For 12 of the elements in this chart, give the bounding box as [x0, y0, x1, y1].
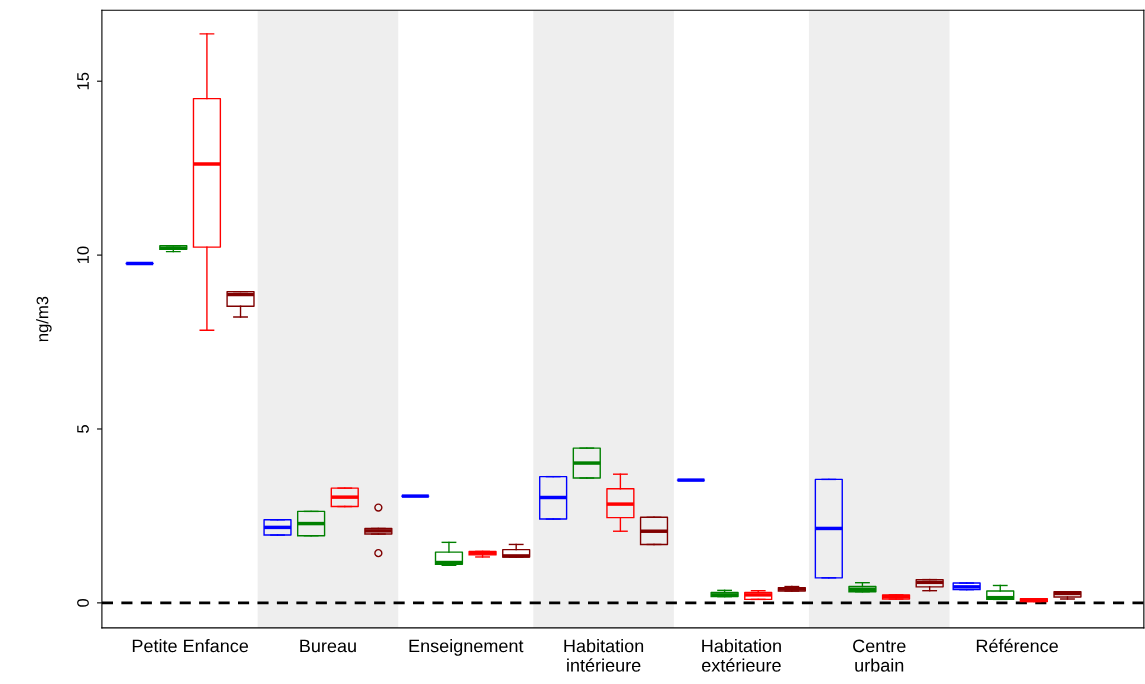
x-tick-label: Petite Enfance [132, 639, 249, 653]
x-tick-label: Centre urbain [853, 639, 906, 672]
x-tick-label: Bureau [300, 639, 356, 653]
x-tick-label: Référence [976, 638, 1058, 653]
x-tick-label: Habitation intérieure [564, 639, 644, 672]
x-tick-label: Enseignement [409, 639, 524, 656]
y-tick-label: 15 [77, 72, 89, 90]
y-axis-title: ng/m3 [36, 296, 52, 342]
x-tick-label: Habitation extérieure [702, 639, 781, 672]
y-tick-label: 10 [77, 246, 89, 264]
y-tick-label: 5 [77, 425, 89, 433]
y-tick-label: 0 [77, 598, 89, 607]
